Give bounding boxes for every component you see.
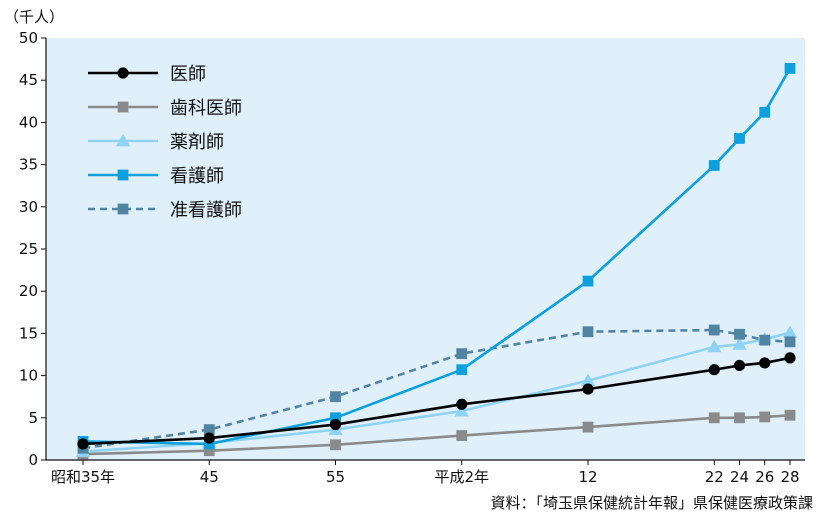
x-tick-label: 22 — [705, 468, 724, 486]
data-point — [784, 336, 796, 348]
data-point — [708, 160, 720, 171]
data-point — [708, 324, 720, 336]
data-point — [732, 337, 747, 350]
data-point — [733, 359, 746, 372]
data-point — [759, 334, 771, 346]
x-tick-label: 28 — [780, 468, 799, 486]
y-tick-label: 0 — [28, 451, 38, 469]
plot-area — [46, 38, 805, 460]
data-point — [203, 432, 215, 444]
y-tick-label: 45 — [19, 71, 38, 89]
y-unit-label: （千人） — [4, 8, 64, 26]
y-tick-label: 15 — [19, 324, 38, 342]
y-tick-label: 30 — [19, 198, 38, 216]
y-tick-label: 50 — [19, 29, 38, 47]
x-tick-label: 55 — [326, 468, 345, 486]
data-point — [456, 398, 468, 410]
source-note: 資料：「埼玉県保健統計年報」県保健医療政策課 — [490, 494, 813, 512]
data-point — [203, 445, 215, 457]
x-tick-label: 24 — [730, 468, 749, 486]
x-tick-label: 12 — [578, 468, 597, 486]
legend-marker — [117, 101, 129, 113]
legend-label: 薬剤師 — [170, 132, 224, 153]
data-point — [784, 62, 796, 74]
data-point — [708, 412, 720, 424]
data-point — [707, 339, 722, 353]
data-point — [582, 326, 594, 338]
data-point — [784, 352, 796, 364]
data-point — [329, 418, 342, 431]
data-point — [582, 275, 594, 287]
legend-item: 歯科医師 — [88, 98, 242, 119]
data-point — [734, 328, 745, 340]
legend-label: 准看護師 — [170, 200, 242, 221]
data-point — [330, 391, 341, 403]
legend-label: 歯科医師 — [170, 98, 242, 119]
legend-marker — [117, 67, 129, 79]
legend-marker — [115, 133, 131, 147]
legend-item: 准看護師 — [88, 200, 242, 221]
data-point — [203, 438, 215, 450]
legend-item: 薬剤師 — [88, 132, 224, 153]
data-point — [582, 421, 594, 433]
series-0 — [77, 352, 796, 450]
y-tick-label: 10 — [19, 367, 38, 385]
data-point — [456, 348, 468, 360]
legend-item: 医師 — [88, 64, 206, 85]
legend-label: 看護師 — [170, 166, 224, 187]
legend-item: 看護師 — [88, 166, 224, 187]
data-point — [759, 357, 771, 369]
data-point — [759, 411, 771, 423]
legend-marker — [117, 169, 129, 181]
legend-label: 医師 — [170, 64, 206, 85]
y-tick-label: 20 — [19, 282, 38, 300]
data-point — [330, 412, 341, 424]
x-tick-label: 昭和35年 — [51, 468, 115, 486]
y-tick-label: 25 — [19, 240, 38, 258]
data-point — [456, 364, 468, 376]
y-tick-label: 40 — [19, 113, 38, 131]
data-point — [454, 403, 469, 417]
data-point — [784, 409, 796, 421]
data-point — [582, 383, 594, 395]
data-point — [782, 325, 798, 338]
data-point — [708, 364, 720, 376]
y-tick-label: 35 — [19, 156, 38, 174]
data-point — [77, 438, 89, 450]
x-tick-label: 45 — [200, 468, 219, 486]
data-point — [456, 430, 468, 441]
data-point — [203, 424, 215, 436]
data-point — [330, 439, 341, 451]
legend-marker — [117, 203, 129, 215]
data-point — [759, 106, 771, 118]
data-point — [580, 373, 596, 387]
x-tick-label: 平成2年 — [434, 468, 489, 486]
data-point — [734, 133, 745, 144]
y-tick-label: 5 — [28, 409, 38, 427]
data-point — [734, 412, 745, 424]
x-tick-label: 26 — [755, 468, 774, 486]
